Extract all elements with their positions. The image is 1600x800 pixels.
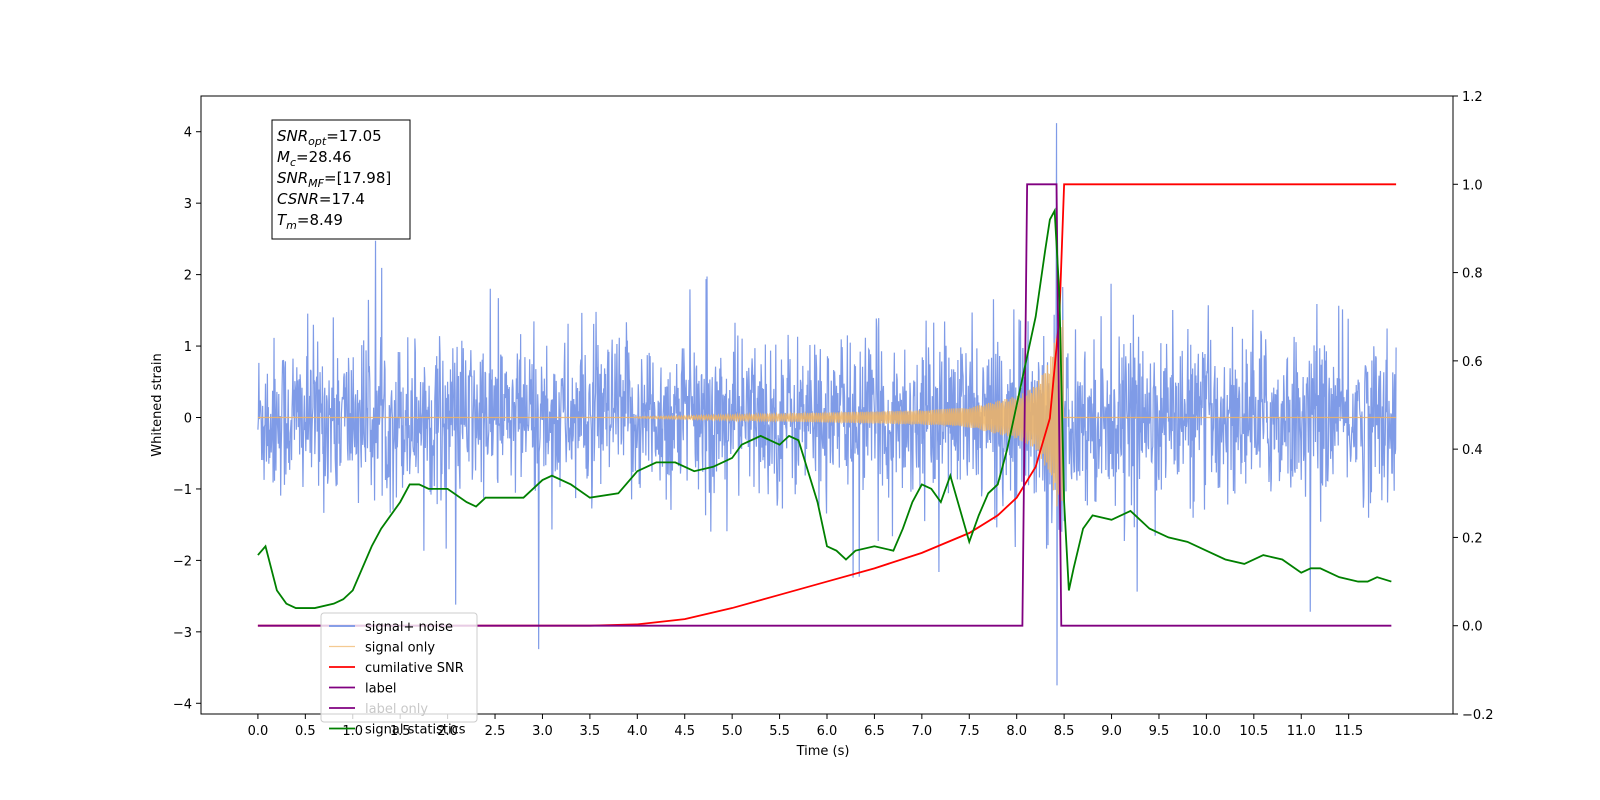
x-tick-label: 10.0 (1192, 724, 1221, 739)
x-tick-label: 1.5 (390, 724, 411, 739)
x-tick-label: 7.5 (959, 724, 980, 739)
x-tick-label: 9.0 (1101, 724, 1122, 739)
y-tick-label: 0 (184, 412, 192, 427)
y-axis-right: 1.2 1.0 0.8 0.6 0.4 0.2 0.0 −0.2 (1453, 90, 1494, 723)
legend: signal+ noise signal only cumilative SNR la… (320, 612, 478, 738)
y2-tick-label: −0.2 (1462, 708, 1494, 723)
x-tick-label: 3.5 (580, 724, 601, 739)
y-tick-label: 3 (184, 197, 192, 212)
y-tick-label: 1 (184, 340, 192, 355)
x-tick-label: 10.5 (1239, 724, 1268, 739)
y-tick-label: −3 (173, 626, 192, 641)
y-axis-left: 4 3 2 1 0 −1 −2 −3 −4 (173, 126, 201, 712)
legend-label: label (365, 682, 396, 697)
x-tick-label: 8.5 (1054, 724, 1075, 739)
info-box: SNRopt=17.05Mc=28.46SNRMF=[17.98]CSNR=17… (271, 119, 411, 240)
y2-tick-label: 0.8 (1462, 267, 1483, 282)
y-tick-label: 4 (184, 126, 192, 141)
x-axis: 0.0 0.5 1.0 1.5 2.0 2.5 3.0 3.5 4.0 4.5 5.0 5.5 6.0 6… (248, 714, 1363, 739)
legend-label: signal statistics (365, 723, 466, 738)
legend-label: label only (365, 702, 428, 717)
series-label-line (257, 183, 1392, 627)
legend-label: signal+ noise (365, 620, 453, 635)
y2-tick-label: 0.2 (1462, 531, 1483, 546)
info-line: SNRMF=[17.98] (277, 169, 391, 190)
info-box-frame (271, 119, 411, 240)
legend-label: cumilative SNR (365, 661, 464, 676)
y2-tick-label: 1.2 (1462, 90, 1483, 105)
x-tick-label: 1.0 (342, 724, 363, 739)
x-axis-label: Time (s) (796, 744, 850, 759)
series-signal-only-line (257, 319, 1397, 518)
y2-tick-label: 0.0 (1462, 620, 1483, 635)
legend-frame (320, 612, 478, 723)
series-signal-statistics-line (257, 207, 1392, 609)
y-axis-label: Whitened strain (150, 353, 165, 456)
x-tick-label: 2.0 (437, 724, 458, 739)
x-tick-label: 11.0 (1287, 724, 1316, 739)
x-tick-label: 4.0 (627, 724, 648, 739)
x-tick-label: 9.5 (1149, 724, 1170, 739)
x-tick-label: 3.0 (532, 724, 553, 739)
info-line: Mc=28.46 (277, 148, 352, 169)
legend-label: signal only (365, 641, 435, 656)
info-line: CSNR=17.4 (277, 190, 365, 208)
x-tick-label: 6.0 (817, 724, 838, 739)
y2-tick-label: 0.4 (1462, 443, 1483, 458)
series-cumulative-snr-line (257, 183, 1397, 627)
y-tick-label: −4 (173, 697, 192, 712)
x-tick-label: 2.5 (485, 724, 506, 739)
series-signal-noise-line (257, 123, 1397, 686)
y2-tick-label: 1.0 (1462, 178, 1483, 193)
plot-area (257, 123, 1397, 686)
x-tick-label: 8.0 (1006, 724, 1027, 739)
y2-tick-label: 0.6 (1462, 355, 1483, 370)
x-tick-label: 7.0 (912, 724, 933, 739)
y-tick-label: 2 (184, 269, 192, 284)
x-tick-label: 0.5 (295, 724, 316, 739)
x-tick-label: 4.5 (674, 724, 695, 739)
y-tick-label: −1 (173, 483, 192, 498)
x-tick-label: 5.5 (769, 724, 790, 739)
x-tick-label: 5.0 (722, 724, 743, 739)
info-line: Tm=8.49 (277, 211, 343, 232)
x-tick-label: 11.5 (1334, 724, 1363, 739)
x-tick-label: 6.5 (864, 724, 885, 739)
info-line: SNRopt=17.05 (277, 127, 382, 148)
y-tick-label: −2 (173, 554, 192, 569)
x-tick-label: 0.0 (248, 724, 269, 739)
